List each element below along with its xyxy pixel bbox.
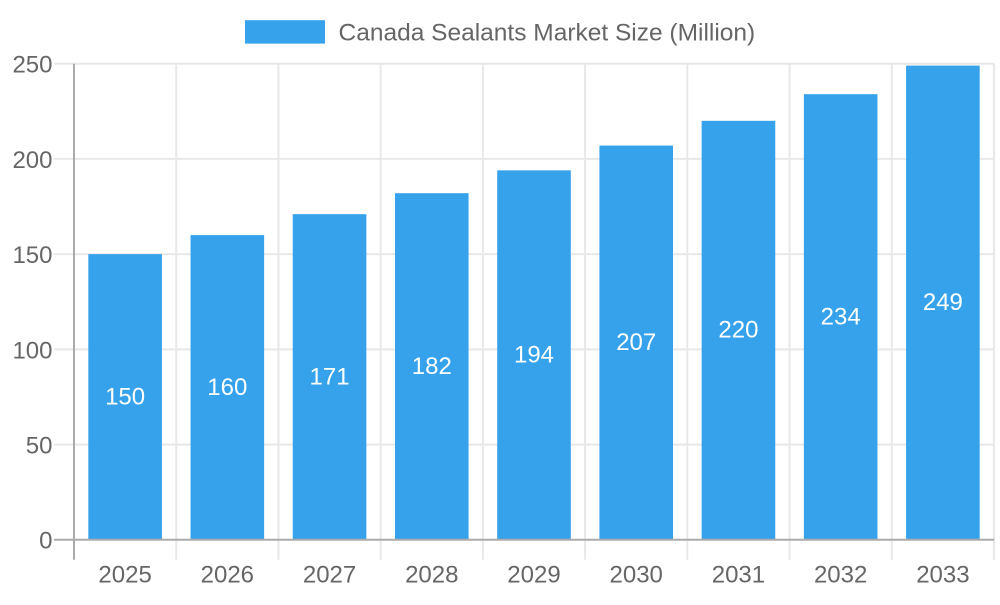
svg-text:0: 0 [39,528,52,555]
svg-text:160: 160 [207,374,247,401]
svg-text:182: 182 [412,353,452,380]
svg-text:2033: 2033 [916,561,969,588]
svg-text:100: 100 [12,337,52,364]
svg-text:150: 150 [105,383,145,410]
svg-text:2030: 2030 [610,561,663,588]
svg-text:194: 194 [514,341,554,368]
svg-text:207: 207 [616,329,656,356]
svg-text:2027: 2027 [303,561,356,588]
svg-text:2032: 2032 [814,561,867,588]
svg-text:171: 171 [310,363,350,390]
svg-text:249: 249 [923,289,963,316]
svg-text:200: 200 [12,147,52,174]
svg-text:2028: 2028 [405,561,458,588]
svg-text:220: 220 [718,317,758,344]
svg-text:2029: 2029 [507,561,560,588]
svg-text:Canada Sealants Market Size (M: Canada Sealants Market Size (Million) [339,20,756,47]
svg-text:250: 250 [12,52,52,79]
svg-text:2025: 2025 [98,561,151,588]
svg-text:150: 150 [12,242,52,269]
svg-text:50: 50 [26,432,53,459]
svg-text:234: 234 [821,303,861,330]
svg-text:2026: 2026 [201,561,254,588]
svg-text:2031: 2031 [712,561,765,588]
